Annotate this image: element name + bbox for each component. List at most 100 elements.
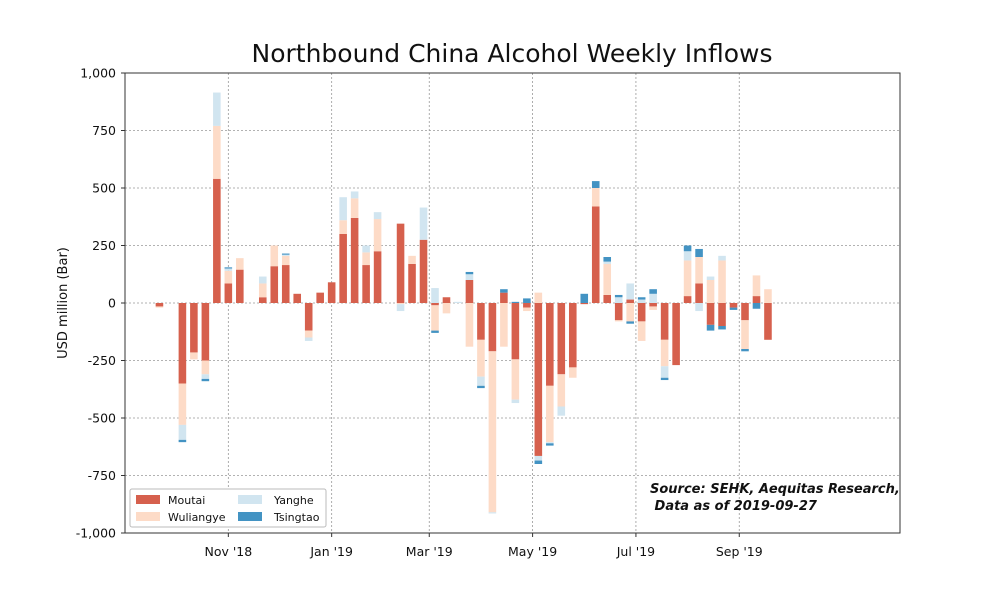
bar-tsingtao bbox=[580, 293, 589, 303]
bar-wuliangye bbox=[764, 289, 772, 303]
bar-yanghe bbox=[454, 301, 462, 303]
bar-wuliangye bbox=[488, 351, 497, 513]
bar-moutai bbox=[683, 296, 692, 303]
bar-moutai bbox=[546, 303, 554, 386]
bar-moutai bbox=[626, 299, 634, 303]
bar-yanghe bbox=[339, 197, 347, 221]
bar-moutai bbox=[465, 280, 474, 303]
bar-wuliangye bbox=[258, 283, 267, 298]
bar-moutai bbox=[327, 282, 336, 303]
bar-wuliangye bbox=[270, 245, 279, 267]
legend-label-yanghe: Yanghe bbox=[273, 494, 314, 507]
legend: Moutai Wuliangye Yanghe Tsingtao bbox=[129, 488, 327, 528]
x-tick-label: Jan '19 bbox=[309, 544, 353, 559]
bar-yanghe bbox=[258, 276, 267, 284]
bar-moutai bbox=[695, 283, 703, 303]
y-tick-label: -250 bbox=[88, 353, 116, 368]
bar-moutai bbox=[718, 303, 726, 326]
bar-wuliangye bbox=[304, 330, 313, 338]
bar-tsingtao bbox=[729, 307, 738, 310]
bar-yanghe bbox=[660, 366, 669, 378]
bar-wuliangye bbox=[626, 303, 634, 322]
bar-yanghe bbox=[511, 399, 520, 404]
bar-wuliangye bbox=[523, 307, 531, 312]
bar-tsingtao bbox=[431, 330, 439, 333]
bar-moutai bbox=[672, 303, 680, 366]
y-tick-label: 500 bbox=[92, 181, 116, 196]
bar-moutai bbox=[190, 303, 198, 353]
bar-moutai bbox=[201, 303, 210, 361]
bar-yanghe bbox=[546, 442, 554, 444]
bar-tsingtao bbox=[683, 245, 692, 252]
bar-moutai bbox=[649, 303, 657, 307]
bar-yanghe bbox=[281, 254, 290, 256]
bar-wuliangye bbox=[614, 320, 623, 322]
bar-yanghe bbox=[178, 424, 187, 440]
bar-wuliangye bbox=[603, 263, 612, 295]
bar-moutai bbox=[396, 223, 405, 303]
bar-wuliangye bbox=[178, 383, 187, 425]
legend-label-tsingtao: Tsingtao bbox=[273, 511, 320, 524]
bar-moutai bbox=[362, 265, 370, 303]
x-tick-label: Jul '19 bbox=[616, 544, 655, 559]
bar-moutai bbox=[523, 303, 531, 308]
bar-yanghe bbox=[477, 376, 485, 386]
bar-moutai bbox=[488, 303, 497, 352]
bar-tsingtao bbox=[465, 271, 474, 275]
bar-wuliangye bbox=[741, 320, 749, 349]
bar-moutai bbox=[603, 294, 612, 303]
bar-wuliangye bbox=[396, 303, 405, 305]
bar-yanghe bbox=[304, 337, 313, 341]
bar-tsingtao bbox=[649, 289, 657, 294]
bar-tsingtao bbox=[201, 378, 210, 382]
bar-moutai bbox=[591, 206, 600, 303]
bar-tsingtao bbox=[534, 460, 543, 464]
bar-yanghe bbox=[201, 374, 210, 379]
source-annotation-line-2: Data as of 2019-09-27 bbox=[650, 499, 818, 514]
bar-tsingtao bbox=[477, 385, 485, 389]
bar-wuliangye bbox=[591, 188, 600, 207]
bar-wuliangye bbox=[568, 367, 577, 378]
bar-wuliangye bbox=[431, 305, 439, 331]
bar-moutai bbox=[741, 303, 749, 321]
bar-moutai bbox=[304, 303, 313, 331]
bar-moutai bbox=[764, 303, 772, 340]
bar-moutai bbox=[557, 303, 566, 375]
legend-swatch-moutai bbox=[136, 495, 160, 504]
bar-yanghe bbox=[419, 207, 428, 240]
bar-yanghe bbox=[350, 191, 359, 199]
bar-moutai bbox=[224, 283, 233, 303]
bar-yanghe bbox=[431, 288, 439, 303]
bar-moutai bbox=[706, 303, 715, 325]
bar-wuliangye bbox=[408, 255, 416, 264]
bar-tsingtao bbox=[546, 443, 554, 446]
bar-wuliangye bbox=[546, 385, 554, 443]
bar-wuliangye bbox=[213, 125, 221, 179]
bar-moutai bbox=[729, 303, 738, 308]
y-axis-label: USD million (Bar) bbox=[56, 247, 71, 359]
legend-swatch-yanghe bbox=[238, 495, 262, 504]
bar-moutai bbox=[511, 303, 520, 360]
bar-yanghe bbox=[488, 512, 497, 514]
bar-moutai bbox=[213, 178, 221, 303]
bar-moutai bbox=[258, 297, 267, 303]
bar-tsingtao bbox=[660, 377, 669, 381]
bar-wuliangye bbox=[718, 260, 726, 303]
legend-box bbox=[129, 488, 327, 528]
x-axis: Nov '18 Jan '19 Mar '19 May '19 Jul '19 Sep '… bbox=[204, 533, 763, 559]
bar-tsingtao bbox=[603, 257, 612, 262]
legend-swatch-wuliangye bbox=[136, 512, 160, 521]
bar-yanghe bbox=[718, 255, 726, 261]
bar-tsingtao bbox=[500, 289, 508, 293]
x-tick-label: Mar '19 bbox=[406, 544, 453, 559]
bar-wuliangye bbox=[706, 280, 715, 303]
legend-label-wuliangye: Wuliangye bbox=[168, 511, 226, 524]
bar-moutai bbox=[477, 303, 485, 340]
bar-tsingtao bbox=[718, 326, 726, 330]
bar-yanghe bbox=[373, 212, 382, 220]
bar-yanghe bbox=[534, 455, 543, 461]
y-tick-label: -750 bbox=[88, 468, 116, 483]
bar-moutai bbox=[442, 297, 451, 303]
bar-yanghe bbox=[603, 261, 612, 264]
